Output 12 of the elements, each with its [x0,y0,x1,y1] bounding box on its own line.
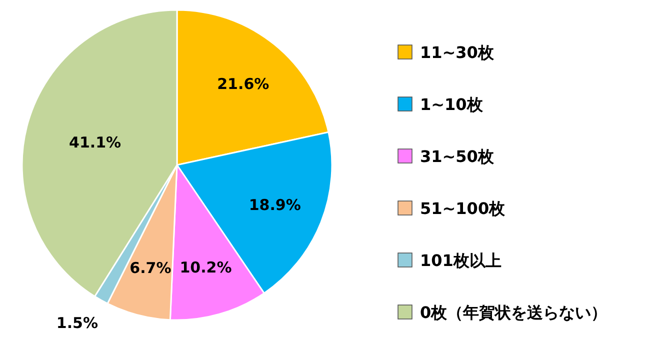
data-label: 6.7% [130,259,172,278]
legend-label: 101枚以上 [420,251,502,270]
data-label: 10.2% [180,258,232,276]
legend-label: 1~10枚 [420,95,484,114]
data-label: 18.9% [248,196,301,214]
legend-label: 31~50枚 [420,147,495,166]
data-label: 41.1% [69,133,122,152]
legend-label: 11~30枚 [420,43,495,62]
legend-label: 51~100枚 [420,199,506,218]
data-label: 21.6% [217,74,270,93]
data-label: 1.5% [56,314,98,332]
legend-label: 0枚（年賀状を送らない） [420,303,608,322]
